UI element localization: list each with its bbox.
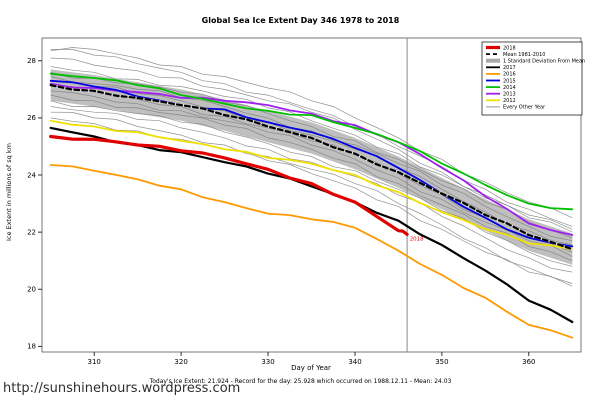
svg-text:28: 28: [27, 57, 36, 65]
y-axis-label: Ice Extent in millions of sq km: [5, 143, 13, 241]
svg-text:2018: 2018: [503, 45, 516, 51]
svg-text:18: 18: [27, 343, 36, 351]
svg-text:320: 320: [174, 358, 187, 366]
svg-text:2016: 2016: [503, 72, 516, 78]
svg-text:Every Other Year: Every Other Year: [503, 105, 546, 111]
svg-text:2014: 2014: [503, 85, 516, 91]
svg-text:20: 20: [27, 286, 36, 294]
svg-text:310: 310: [88, 358, 101, 366]
site-url-link[interactable]: http://sunshinehours.wordpress.com: [3, 381, 241, 396]
svg-text:1 Standard Deviation From Mean: 1 Standard Deviation From Mean: [503, 59, 585, 65]
chart-title: Global Sea Ice Extent Day 346 1978 to 20…: [201, 16, 400, 25]
svg-text:340: 340: [348, 358, 361, 366]
svg-text:350: 350: [435, 358, 448, 366]
svg-text:2018: 2018: [410, 237, 424, 243]
svg-text:2015: 2015: [503, 78, 516, 84]
chart-caption: Today's Ice Extent: 21.924 - Record for …: [149, 378, 452, 385]
svg-text:2017: 2017: [503, 65, 516, 71]
svg-text:26: 26: [27, 114, 36, 122]
svg-text:330: 330: [261, 358, 274, 366]
svg-text:360: 360: [522, 358, 535, 366]
svg-text:Mean 1981-2010: Mean 1981-2010: [503, 52, 545, 58]
x-axis-label: Day of Year: [291, 364, 331, 372]
svg-text:24: 24: [27, 171, 36, 179]
svg-text:22: 22: [27, 228, 36, 236]
svg-text:2012: 2012: [503, 98, 516, 104]
svg-text:2013: 2013: [503, 92, 516, 98]
